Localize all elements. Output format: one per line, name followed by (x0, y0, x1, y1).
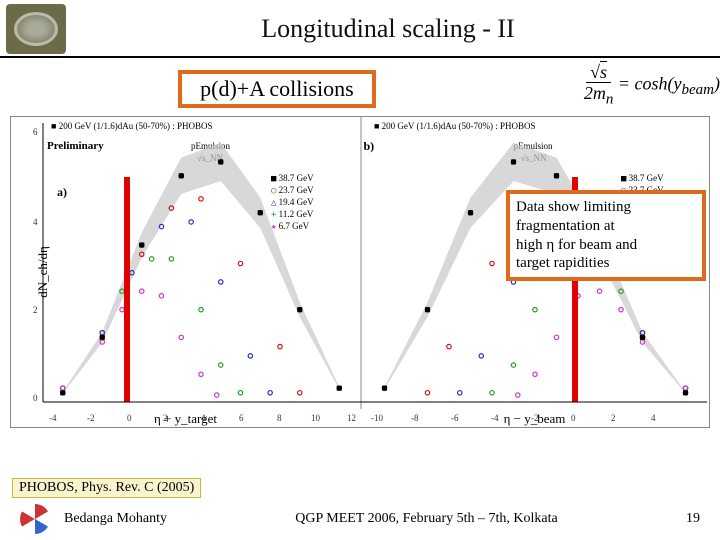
xtick: 0 (127, 413, 132, 423)
slide-title: Longitudinal scaling - II (66, 14, 710, 44)
xtick: -8 (411, 413, 419, 423)
author: Bedanga Mohanty (64, 511, 167, 527)
xtick: 12 (347, 413, 356, 423)
page-number: 19 (686, 511, 700, 527)
xtick: 2 (611, 413, 616, 423)
xtick: 6 (239, 413, 244, 423)
header: Longitudinal scaling - II (0, 0, 720, 58)
red-line-a (124, 177, 130, 402)
xtick: -4 (491, 413, 499, 423)
citation: PHOBOS, Phys. Rev. C (2005) (12, 478, 201, 498)
footer-center: QGP MEET 2006, February 5th – 7th, Kolka… (167, 511, 686, 527)
aerial-logo (6, 4, 66, 54)
xtick: 8 (277, 413, 282, 423)
xtick: 4 (201, 413, 206, 423)
callout-box: Data show limitingfragmentation athigh η… (506, 190, 706, 281)
star-logo-icon (20, 504, 50, 534)
xtick: 4 (651, 413, 656, 423)
xtick: 10 (311, 413, 320, 423)
subtitle-row: p(d)+A collisions √s 2mn = cosh(ybeam) (0, 58, 720, 112)
xtick: 0 (571, 413, 576, 423)
footer: Bedanga Mohanty QGP MEET 2006, February … (0, 504, 720, 534)
xtick: -2 (531, 413, 539, 423)
formula: √s 2mn = cosh(ybeam) (584, 62, 720, 109)
xtick: -2 (87, 413, 95, 423)
xtick: -10 (371, 413, 383, 423)
subtitle-box: p(d)+A collisions (178, 70, 376, 108)
xtick: -4 (49, 413, 57, 423)
xtick: -6 (451, 413, 459, 423)
xtick: 2 (163, 413, 168, 423)
